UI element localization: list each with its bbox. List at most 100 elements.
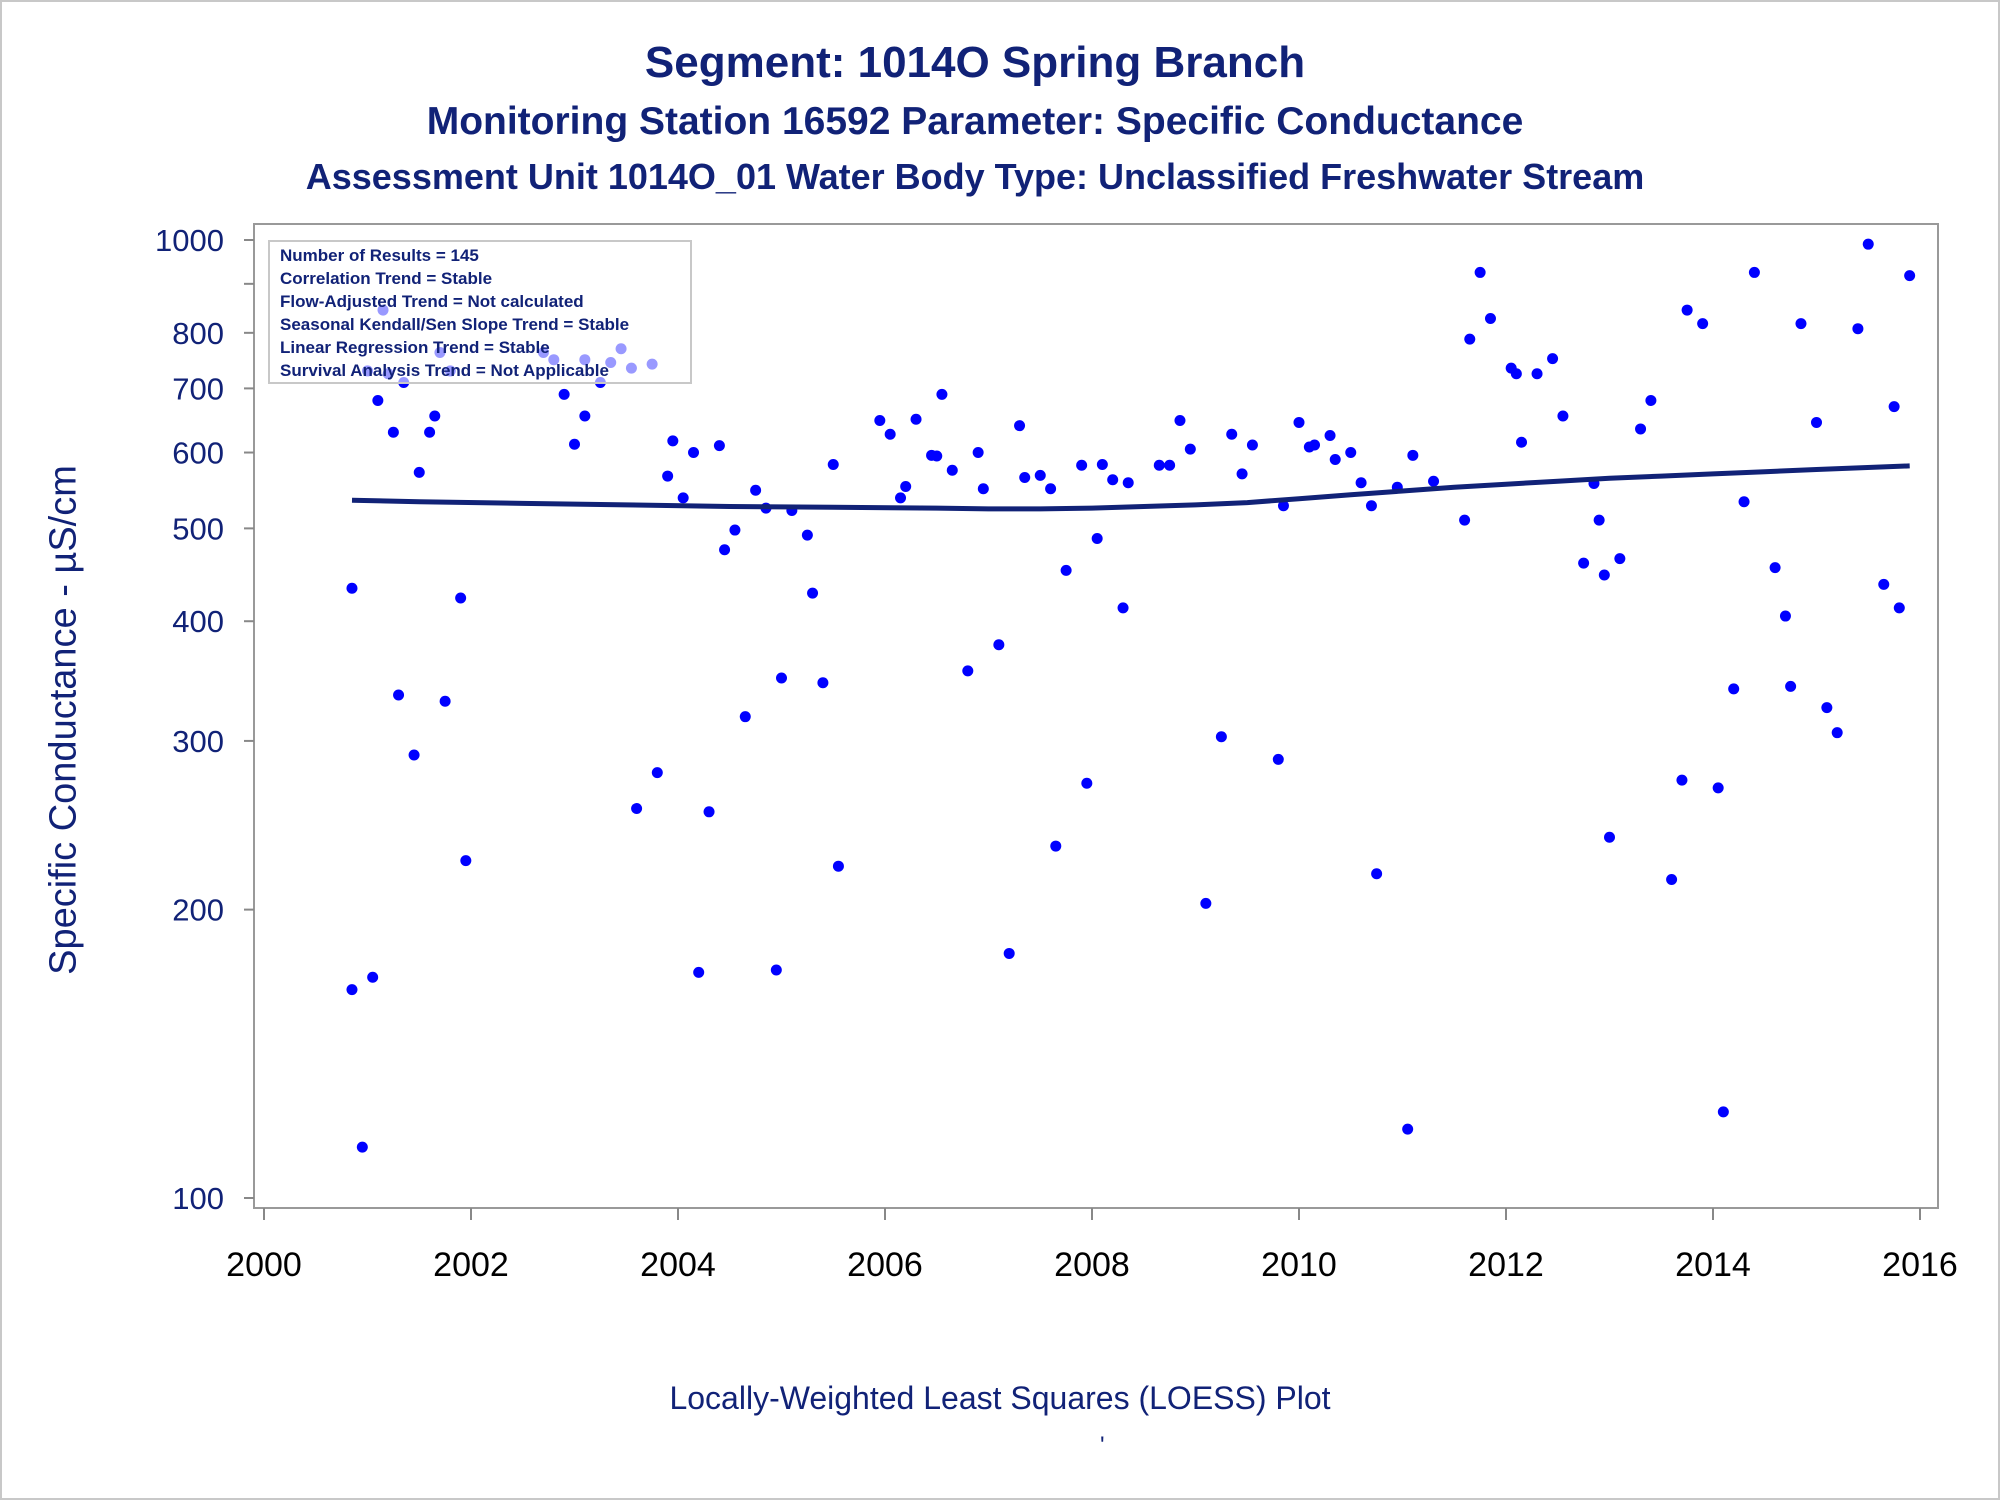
data-point	[1277, 500, 1289, 512]
stats-line-results: Number of Results = 145	[280, 246, 479, 265]
data-point	[1717, 1106, 1729, 1118]
data-point	[693, 966, 705, 978]
data-point	[827, 458, 839, 470]
data-point	[1728, 683, 1740, 695]
data-point	[1117, 602, 1129, 614]
data-point	[1164, 459, 1176, 471]
data-point	[1474, 266, 1486, 278]
data-point	[884, 428, 896, 440]
x-tick-label: 2008	[1054, 1246, 1130, 1284]
data-point	[1050, 840, 1062, 852]
x-tick-label: 2016	[1882, 1246, 1958, 1284]
data-point	[1593, 514, 1605, 526]
data-point	[1862, 238, 1874, 250]
data-point	[429, 410, 441, 422]
data-point	[1510, 368, 1522, 380]
data-point	[1531, 368, 1543, 380]
data-point	[631, 803, 643, 815]
data-point	[387, 426, 399, 438]
data-point	[1045, 483, 1057, 495]
y-tick-label: 200	[172, 893, 224, 928]
data-point	[931, 450, 943, 462]
data-point	[667, 435, 679, 447]
data-point	[1034, 469, 1046, 481]
chart-subtitle-secondary: Assessment Unit 1014O_01 Water Body Type…	[305, 156, 1645, 197]
data-point	[993, 639, 1005, 651]
stats-line-survival: Survival Analysis Trend = Not Applicable	[280, 361, 609, 380]
data-point	[729, 524, 741, 536]
y-axis: 100 200 300 400 500 600 700 800 1000	[155, 223, 254, 1216]
y-tick-label: 1000	[155, 223, 224, 258]
data-point	[1107, 474, 1119, 486]
y-tick-label: 400	[172, 604, 224, 639]
data-point	[1371, 868, 1383, 880]
data-point	[346, 582, 358, 594]
data-point	[1904, 270, 1916, 282]
footnote-mark: '	[1100, 1432, 1105, 1459]
stats-box: Number of Results = 145 Correlation Tren…	[268, 240, 692, 384]
data-point	[1697, 318, 1709, 330]
x-tick-label: 2006	[847, 1246, 923, 1284]
data-point	[579, 410, 591, 422]
data-point	[1402, 1123, 1414, 1135]
data-point	[1081, 777, 1093, 789]
data-point	[1236, 468, 1248, 480]
data-point	[1779, 610, 1791, 622]
y-tick-label: 300	[172, 724, 224, 759]
data-point	[801, 529, 813, 541]
data-point	[1516, 436, 1528, 448]
data-point	[367, 971, 379, 983]
data-point	[1795, 318, 1807, 330]
data-point	[1200, 897, 1212, 909]
data-point	[1060, 564, 1072, 576]
data-point	[1091, 532, 1103, 544]
data-point	[424, 426, 436, 438]
stats-line-linear-regression: Linear Regression Trend = Stable	[280, 338, 550, 357]
data-point	[703, 806, 715, 818]
data-point	[977, 483, 989, 495]
data-point	[1003, 947, 1015, 959]
data-point	[1459, 514, 1471, 526]
x-tick-label: 2004	[640, 1246, 716, 1284]
data-point	[1329, 454, 1341, 466]
loess-trend-line	[351, 463, 1910, 512]
y-tick-label: 500	[172, 511, 224, 546]
y-tick-label: 100	[172, 1181, 224, 1216]
data-point	[651, 767, 663, 779]
data-point	[1598, 569, 1610, 581]
data-point	[1666, 874, 1678, 886]
data-point	[1345, 447, 1357, 459]
data-point	[1309, 439, 1321, 451]
plot-area	[253, 223, 1939, 1209]
data-point	[1014, 420, 1026, 432]
data-point	[1681, 304, 1693, 316]
data-point	[776, 672, 787, 684]
y-tick-label: 700	[172, 371, 224, 406]
data-point	[460, 855, 472, 867]
data-point	[713, 440, 725, 452]
data-point	[1484, 313, 1496, 325]
data-point	[1324, 430, 1336, 442]
chart-title: Segment: 1014O Spring Branch	[644, 38, 1306, 87]
x-tick-label: 2014	[1675, 1246, 1751, 1284]
data-point	[1578, 557, 1590, 569]
data-point	[1184, 443, 1196, 455]
data-point	[817, 677, 829, 689]
data-point	[1464, 333, 1476, 345]
data-point	[1831, 727, 1843, 739]
data-point	[1769, 562, 1781, 574]
data-point	[1893, 602, 1905, 614]
data-point	[972, 447, 984, 459]
data-point	[1785, 680, 1797, 692]
data-point	[1614, 553, 1626, 565]
data-point	[1153, 459, 1165, 471]
x-tick-label: 2012	[1468, 1246, 1544, 1284]
data-point	[393, 689, 405, 701]
data-point	[346, 984, 358, 996]
data-point	[874, 415, 886, 427]
data-point	[962, 665, 974, 677]
data-point	[1246, 439, 1258, 451]
data-point	[1174, 415, 1186, 427]
plot-footnote: Locally-Weighted Least Squares (LOESS) P…	[669, 1380, 1331, 1416]
chart-subtitle: Monitoring Station 16592 Parameter: Spec…	[426, 100, 1524, 143]
